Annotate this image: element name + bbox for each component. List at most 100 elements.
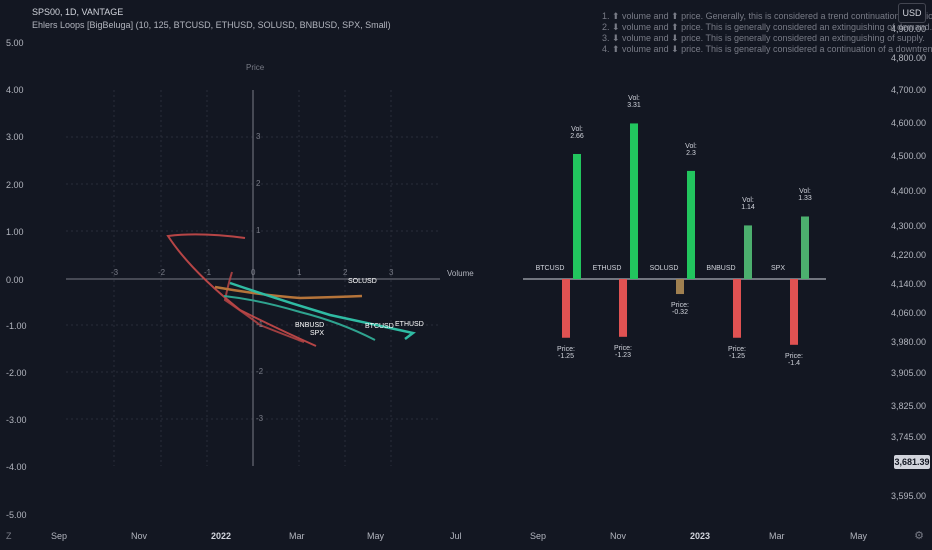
right-axis-label: 3,825.00 xyxy=(890,401,926,411)
price-bar-bnbusd xyxy=(733,279,741,338)
btcusd-loop xyxy=(223,295,376,341)
loop-x-title: Volume xyxy=(447,269,474,278)
note-3: 3. ⬇ volume and ⬇ price. This is general… xyxy=(602,33,925,43)
time-axis-label: Sep xyxy=(530,531,547,541)
bar-category-label: SOLUSD xyxy=(649,265,679,272)
time-axis-label: May xyxy=(850,531,868,541)
solusd-loop xyxy=(214,285,363,300)
time-axis-label: Nov xyxy=(610,531,627,541)
loop-label-spx: SPX xyxy=(310,330,325,337)
time-axis-label: 2023 xyxy=(690,531,711,541)
time-axis-label: Mar xyxy=(289,531,305,541)
right-axis-label: 4,140.00 xyxy=(890,279,926,289)
price-value-label: Price: -1.25 xyxy=(728,345,746,360)
price-bar-ethusd xyxy=(619,279,627,337)
loop-x-tick: -3 xyxy=(111,268,119,277)
loop-label-bnbusd: BNBUSD xyxy=(295,322,325,329)
price-bar-btcusd xyxy=(562,279,570,338)
bar-category-label: SPX xyxy=(770,265,786,272)
loop-label-btcusd: BTCUSD xyxy=(365,323,394,330)
indicator-legend[interactable]: Ehlers Loops [BigBeluga] (10, 125, BTCUS… xyxy=(32,20,391,30)
left-axis-label: 4.00 xyxy=(6,85,24,95)
price-value-label: Price: -1.4 xyxy=(785,352,803,367)
right-axis-label: 4,220.00 xyxy=(890,250,926,260)
left-axis-label: 3.00 xyxy=(6,132,24,142)
loop-x-tick: -1 xyxy=(204,268,212,277)
vol-bar-solusd xyxy=(687,170,695,279)
vol-value-label: Vol: 1.33 xyxy=(798,188,812,203)
loop-y-tick: -3 xyxy=(256,414,264,423)
time-axis-label: Jul xyxy=(450,531,462,541)
right-axis-label: 4,060.00 xyxy=(890,308,926,318)
left-axis-label: -4.00 xyxy=(6,462,27,472)
note-2: 2. ⬇ volume and ⬆ price. This is general… xyxy=(602,22,932,32)
right-axis-label: 4,500.00 xyxy=(890,151,926,161)
price-value-label: Price: -1.25 xyxy=(557,345,575,360)
price-value-label: Price: -1.23 xyxy=(614,344,632,359)
currency-button[interactable]: USD xyxy=(898,3,926,23)
vol-bar-spx xyxy=(801,216,809,279)
loop-y-title: Price xyxy=(246,63,265,72)
time-axis-label: Nov xyxy=(131,531,148,541)
timezone-icon[interactable]: Z xyxy=(6,531,12,541)
right-axis-label: 4,400.00 xyxy=(890,186,926,196)
right-axis-label: 4,900.00 xyxy=(890,24,926,34)
right-axis-label: 3,980.00 xyxy=(890,337,926,347)
current-price-label: 3,681.39 xyxy=(894,455,930,469)
left-axis-label: -1.00 xyxy=(6,321,27,331)
left-axis-label: 0.00 xyxy=(6,275,24,285)
loop-x-tick: 3 xyxy=(389,268,394,277)
left-axis-label: 2.00 xyxy=(6,180,24,190)
vol-value-label: Vol: 3.31 xyxy=(627,95,641,110)
loop-x-tick: 2 xyxy=(343,268,348,277)
right-axis-label: 4,800.00 xyxy=(890,53,926,63)
loop-y-tick: 1 xyxy=(256,226,261,235)
time-axis-label: 2022 xyxy=(211,531,232,541)
bar-category-label: BTCUSD xyxy=(535,265,565,272)
left-axis-label: -2.00 xyxy=(6,368,27,378)
loop-x-tick: -2 xyxy=(158,268,166,277)
gear-icon[interactable]: ⚙ xyxy=(914,530,924,542)
vol-value-label: Vol: 2.3 xyxy=(685,142,697,157)
loop-y-tick: 3 xyxy=(256,132,261,141)
spx-loop xyxy=(223,271,305,343)
vol-bar-bnbusd xyxy=(744,225,752,279)
left-axis-label: 1.00 xyxy=(6,227,24,237)
ethusd-loop xyxy=(229,281,416,340)
vol-bar-btcusd xyxy=(573,153,581,279)
time-axis-label: Mar xyxy=(769,531,785,541)
price-bar-solusd xyxy=(676,279,684,295)
left-axis-label: 5.00 xyxy=(6,38,24,48)
loop-y-tick: 2 xyxy=(256,179,261,188)
right-axis-label: 4,300.00 xyxy=(890,221,926,231)
loop-y-tick: -1 xyxy=(256,320,264,329)
right-axis-label: 3,745.00 xyxy=(890,432,926,442)
note-1: 1. ⬆ volume and ⬆ price. Generally, this… xyxy=(602,11,932,21)
loop-label-solusd: SOLUSD xyxy=(348,278,377,285)
left-axis-label: -3.00 xyxy=(6,415,27,425)
price-value-label: Price: -0.32 xyxy=(671,302,689,317)
right-axis-label: 4,700.00 xyxy=(890,85,926,95)
right-axis-label: 3,595.00 xyxy=(890,491,926,501)
bnbusd-loop xyxy=(166,233,317,347)
left-axis-label: -5.00 xyxy=(6,510,27,520)
note-4: 4. ⬆ volume and ⬇ price. This is general… xyxy=(602,44,932,54)
time-axis-label: May xyxy=(367,531,385,541)
notes-block: 1. ⬆ volume and ⬆ price. Generally, this… xyxy=(602,11,932,55)
time-axis-label: Sep xyxy=(51,531,68,541)
loop-y-tick: -2 xyxy=(256,367,264,376)
vol-value-label: Vol: 2.66 xyxy=(570,125,584,140)
right-axis-label: 3,905.00 xyxy=(890,368,926,378)
price-bar-spx xyxy=(790,279,798,345)
chart-title: SPS00, 1D, VANTAGE xyxy=(32,7,124,17)
loop-x-tick: 0 xyxy=(251,268,256,277)
vol-bar-ethusd xyxy=(630,123,638,280)
bar-category-label: ETHUSD xyxy=(592,265,622,272)
loop-label-ethusd: ETHUSD xyxy=(395,321,424,328)
bar-category-label: BNBUSD xyxy=(706,265,736,272)
right-axis-label: 4,600.00 xyxy=(890,118,926,128)
loop-x-tick: 1 xyxy=(297,268,302,277)
vol-value-label: Vol: 1.14 xyxy=(741,197,755,212)
